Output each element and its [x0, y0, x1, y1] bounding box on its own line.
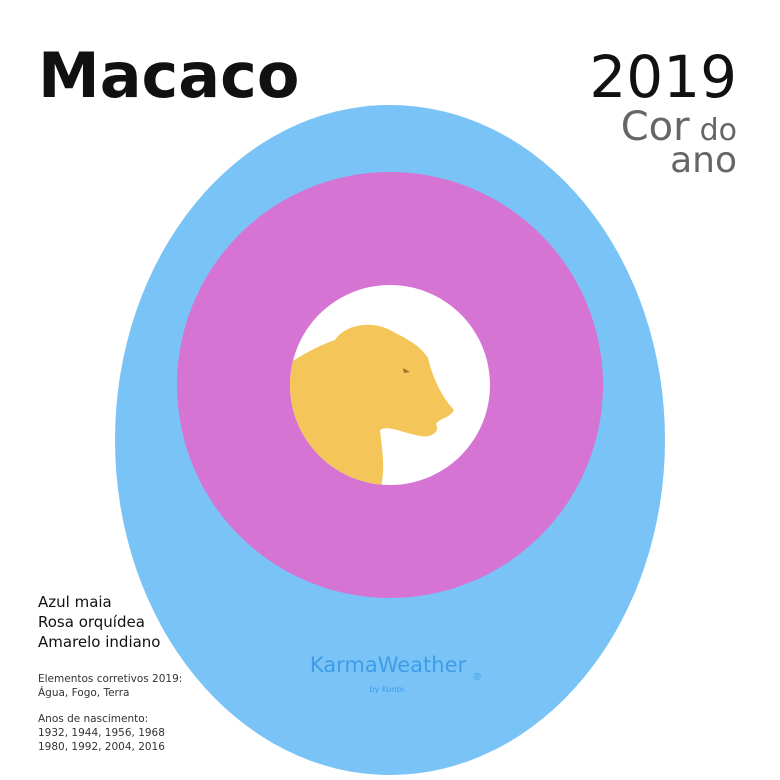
subtitle-word: ano — [670, 140, 737, 181]
color-name: Amarelo indiano — [38, 633, 160, 651]
birth-years-label: Anos de nascimento: — [38, 713, 148, 725]
birth-years-line: 1980, 1992, 2004, 2016 — [38, 741, 165, 753]
subtitle-line1: Cor do — [621, 104, 737, 150]
elements-value: Água, Fogo, Terra — [38, 686, 129, 699]
color-name: Rosa orquídea — [38, 613, 145, 631]
subtitle-word: Cor — [621, 104, 690, 150]
logo-mark: ® — [472, 672, 482, 683]
elements-label: Elementos corretivos 2019: — [38, 673, 182, 685]
year: 2019 — [589, 43, 737, 111]
color-name: Azul maia — [38, 593, 112, 611]
birth-years-line: 1932, 1944, 1956, 1968 — [38, 727, 165, 739]
logo-by: by Konbi. — [369, 685, 406, 694]
title: Macaco — [38, 39, 299, 112]
monkey-icon — [290, 324, 454, 485]
logo-name: KarmaWeather — [310, 653, 467, 677]
subtitle-word: do — [700, 113, 737, 148]
